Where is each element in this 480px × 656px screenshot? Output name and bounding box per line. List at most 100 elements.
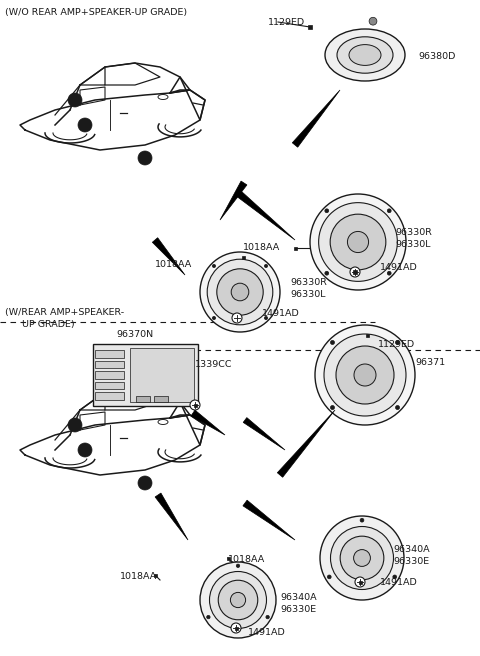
Circle shape (319, 203, 397, 281)
Bar (241, 255, 244, 258)
Bar (193, 403, 196, 407)
Ellipse shape (349, 45, 381, 66)
Circle shape (68, 93, 82, 107)
Circle shape (266, 615, 269, 619)
Circle shape (355, 577, 365, 587)
Polygon shape (220, 181, 247, 220)
Polygon shape (243, 418, 285, 450)
Bar (365, 333, 369, 337)
Ellipse shape (337, 37, 393, 73)
Bar (235, 626, 238, 630)
Circle shape (78, 443, 92, 457)
Text: 1491AD: 1491AD (248, 628, 286, 637)
Bar (359, 581, 361, 583)
Bar (95, 361, 124, 368)
Polygon shape (243, 500, 295, 540)
Circle shape (325, 272, 329, 275)
Text: 1339CC: 1339CC (195, 360, 232, 369)
Bar (95, 382, 124, 389)
Bar (227, 556, 229, 560)
Text: 1491AD: 1491AD (262, 309, 300, 318)
Circle shape (264, 316, 268, 319)
Bar (95, 350, 124, 358)
Bar (95, 371, 124, 379)
Circle shape (236, 564, 240, 567)
Circle shape (310, 194, 406, 290)
Text: 1018AA: 1018AA (155, 260, 192, 269)
Circle shape (212, 264, 216, 268)
Polygon shape (292, 90, 340, 147)
Text: 96330L: 96330L (395, 240, 431, 249)
Ellipse shape (325, 29, 405, 81)
Circle shape (232, 313, 242, 323)
Polygon shape (155, 493, 188, 540)
Circle shape (200, 252, 280, 332)
Text: 96380D: 96380D (418, 52, 456, 61)
Circle shape (230, 592, 246, 607)
Bar (93, 344, 197, 406)
Text: 1018AA: 1018AA (243, 243, 280, 252)
Circle shape (324, 334, 406, 416)
Circle shape (207, 615, 210, 619)
Text: 96340A: 96340A (280, 593, 317, 602)
Circle shape (393, 575, 396, 579)
Bar (136, 396, 150, 402)
Circle shape (369, 17, 377, 25)
Bar (308, 25, 312, 29)
Text: 96330E: 96330E (280, 605, 316, 614)
Polygon shape (236, 190, 295, 240)
Text: 96340A: 96340A (393, 545, 430, 554)
Bar (293, 247, 297, 249)
Circle shape (360, 518, 364, 522)
Bar (130, 348, 193, 402)
Circle shape (325, 209, 329, 213)
Circle shape (354, 364, 376, 386)
Text: 96371: 96371 (415, 358, 445, 367)
Circle shape (231, 283, 249, 301)
Circle shape (212, 316, 216, 319)
Text: 1491AD: 1491AD (380, 263, 418, 272)
Bar (95, 392, 124, 400)
Circle shape (387, 209, 391, 213)
Text: 96330R: 96330R (395, 228, 432, 237)
Circle shape (396, 340, 399, 344)
Circle shape (396, 405, 399, 409)
Circle shape (209, 571, 266, 628)
Circle shape (190, 400, 200, 410)
Circle shape (354, 550, 371, 566)
Circle shape (231, 623, 241, 633)
Circle shape (264, 264, 268, 268)
Circle shape (331, 527, 394, 590)
Text: 96330L: 96330L (290, 290, 325, 299)
Circle shape (387, 272, 391, 275)
Polygon shape (277, 410, 335, 478)
Circle shape (320, 516, 404, 600)
Circle shape (138, 151, 152, 165)
Text: 96370N: 96370N (116, 330, 153, 339)
Text: UP GRADE): UP GRADE) (22, 320, 74, 329)
Circle shape (315, 325, 415, 425)
Circle shape (340, 536, 384, 580)
Circle shape (336, 346, 394, 404)
Circle shape (200, 562, 276, 638)
Circle shape (330, 405, 335, 409)
Text: 1018AA: 1018AA (228, 555, 265, 564)
Text: 1129ED: 1129ED (378, 340, 415, 349)
Polygon shape (152, 237, 185, 275)
Circle shape (138, 476, 152, 490)
Circle shape (350, 267, 360, 277)
Text: 96330R: 96330R (290, 278, 327, 287)
Circle shape (78, 118, 92, 132)
Circle shape (68, 418, 82, 432)
Text: (W/O REAR AMP+SPEAKER-UP GRADE): (W/O REAR AMP+SPEAKER-UP GRADE) (5, 8, 187, 17)
Bar (353, 270, 357, 274)
Text: 96330E: 96330E (393, 557, 429, 566)
Polygon shape (191, 410, 225, 435)
Text: (W/REAR AMP+SPEAKER-: (W/REAR AMP+SPEAKER- (5, 308, 124, 317)
Circle shape (218, 581, 258, 620)
Text: 1129ED: 1129ED (268, 18, 305, 27)
Circle shape (330, 214, 386, 270)
Bar (154, 396, 168, 402)
Circle shape (207, 259, 273, 325)
Text: 1018AA: 1018AA (120, 572, 157, 581)
